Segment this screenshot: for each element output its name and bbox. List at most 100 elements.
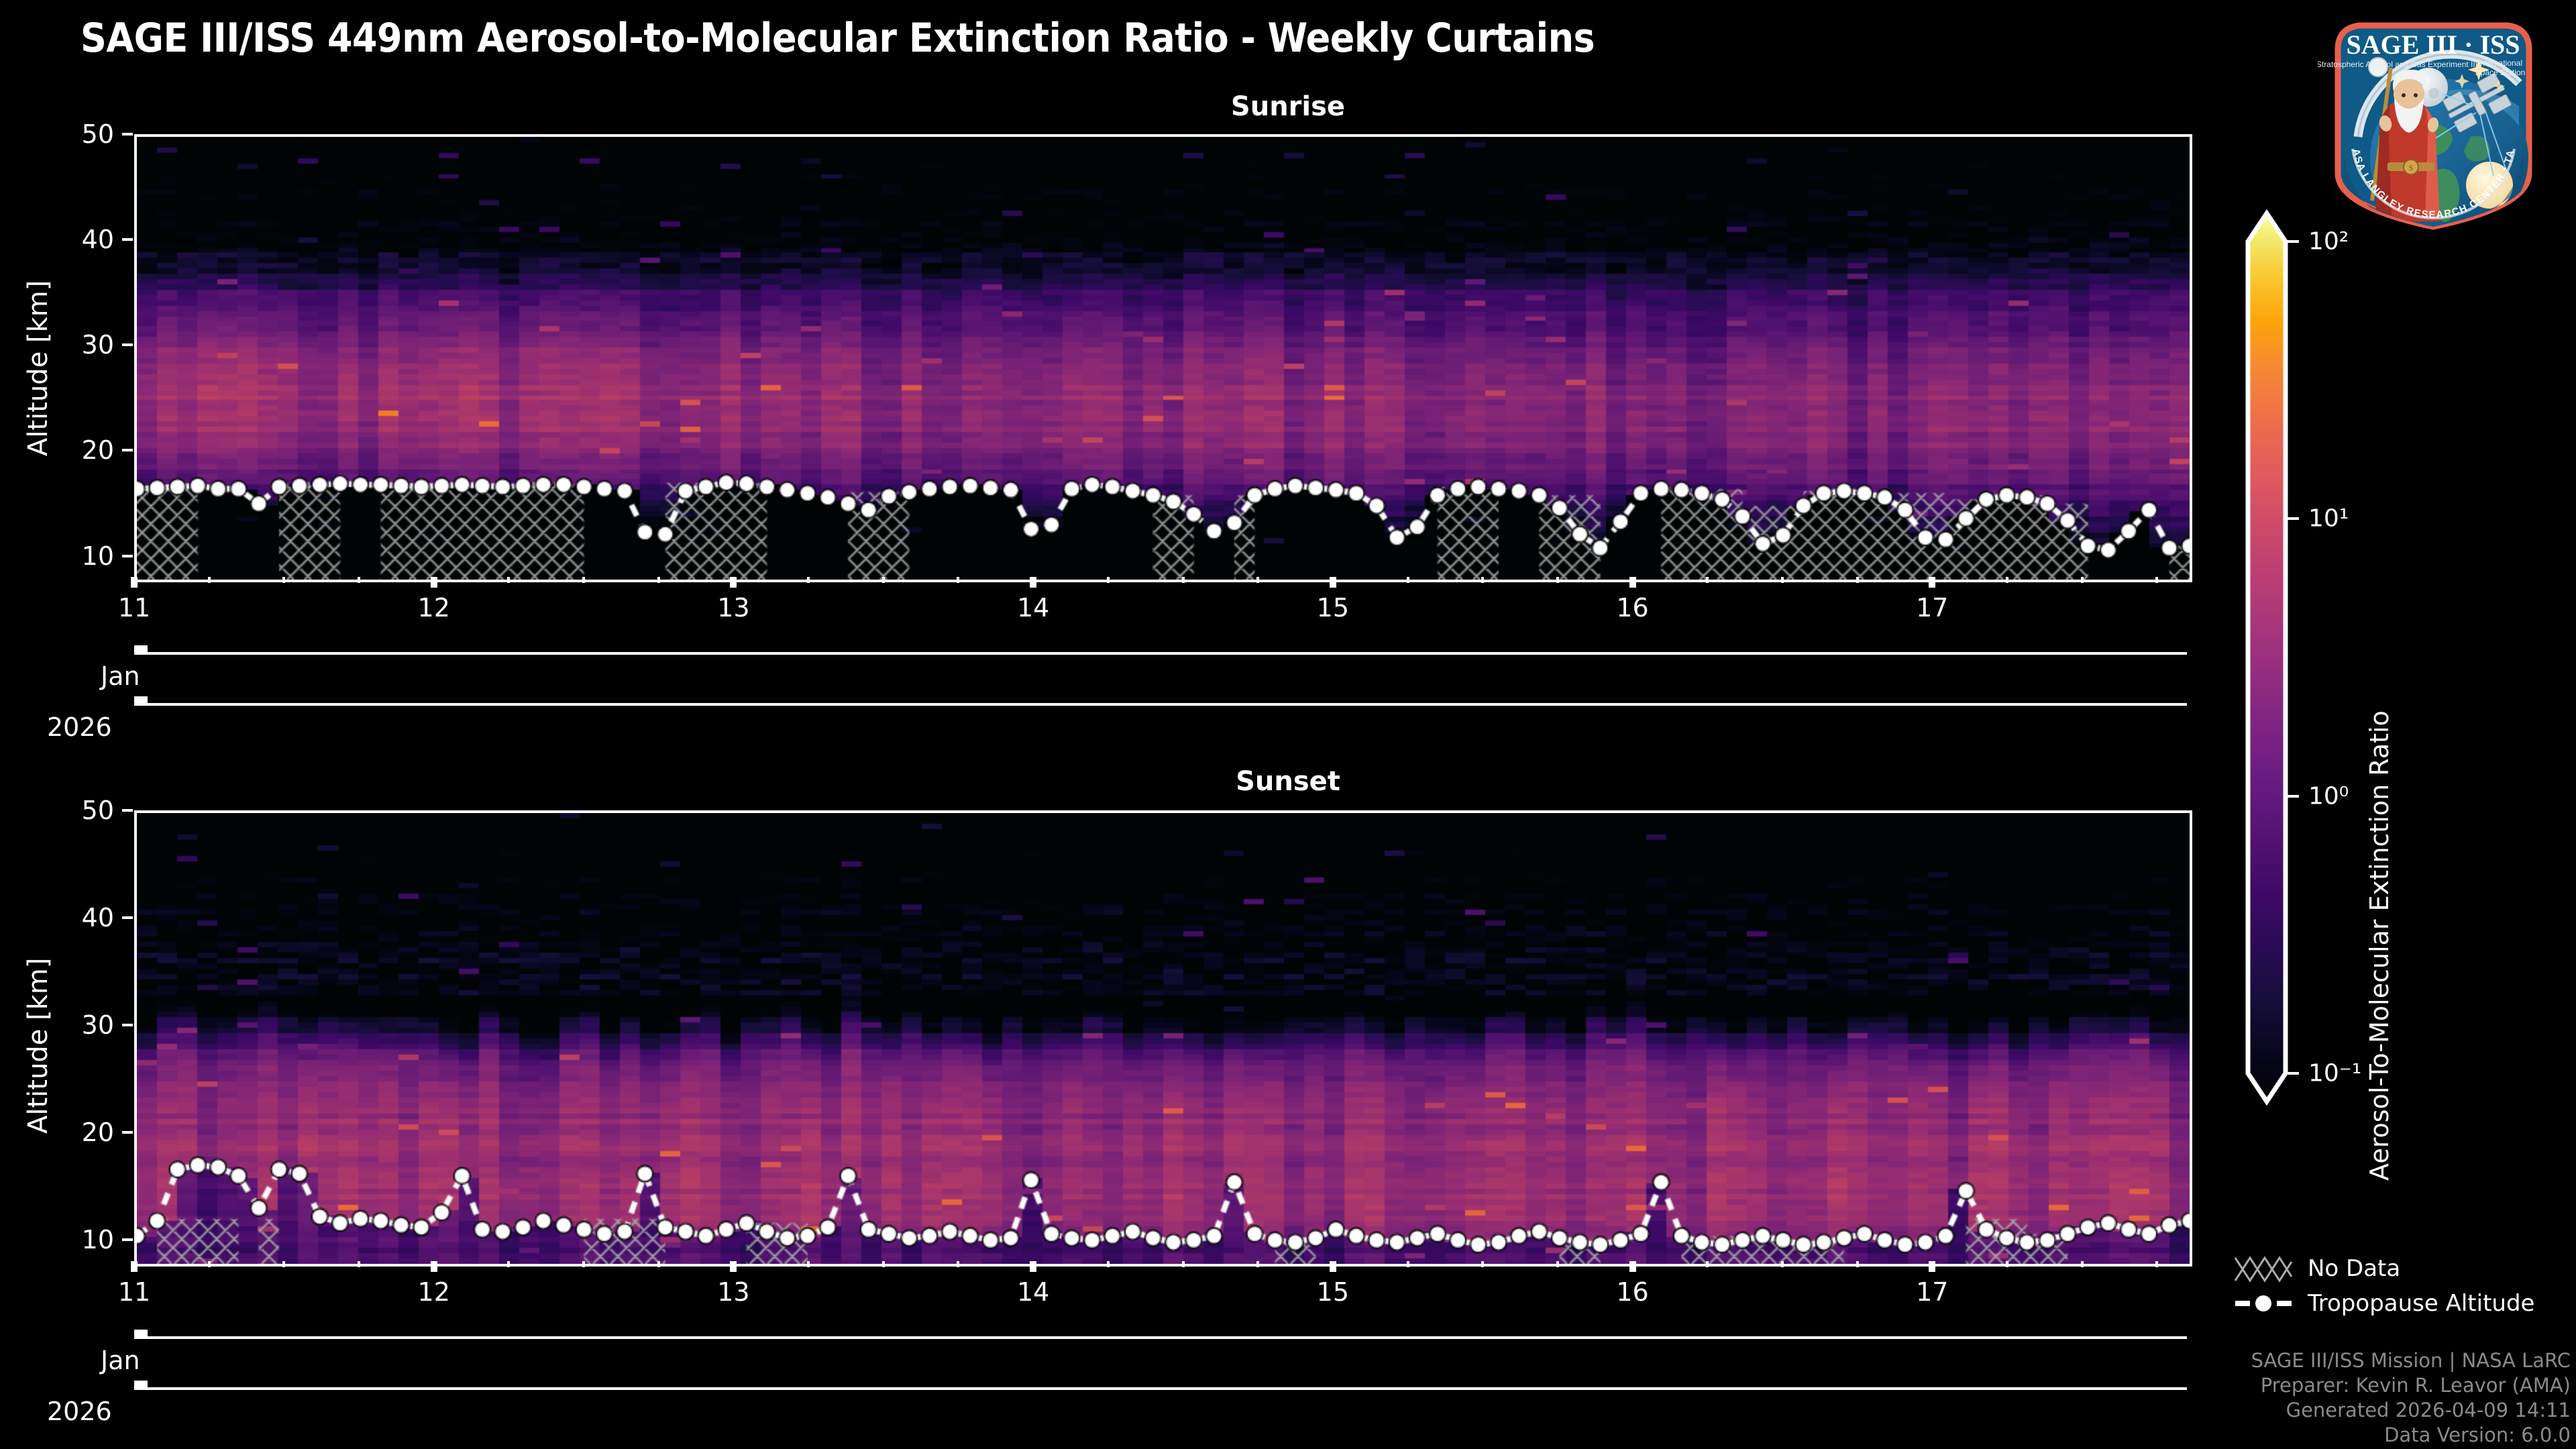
x-major-tick	[1929, 577, 1936, 588]
svg-text:S: S	[2409, 163, 2414, 172]
legend-label-tropopause: Tropopause Altitude	[2308, 1290, 2535, 1317]
x-major-tick	[1030, 1261, 1037, 1272]
y-tick-label: 50	[81, 119, 114, 149]
footer-line-preparer: Preparer: Kevin R. Leavor (AMA)	[2260, 1374, 2571, 1397]
x-tick-label-day: 13	[717, 1277, 750, 1307]
panel-title-sunrise: Sunrise	[1230, 91, 1346, 122]
colorbar-tick-label: 10⁰	[2308, 782, 2349, 810]
y-axis-label-sunset: Altitude [km]	[23, 957, 54, 1134]
page-title: SAGE III/ISS 449nm Aerosol-to-Molecular …	[80, 15, 1595, 62]
x-minor-tick	[1556, 1261, 1559, 1267]
x-minor-tick	[2155, 1261, 2159, 1267]
x-minor-tick	[1406, 577, 1409, 583]
x-tick-label-day: 11	[117, 593, 151, 623]
x-tick-label-day: 13	[717, 593, 750, 623]
date-axis-year-tick	[134, 1381, 148, 1389]
date-axis-year-label: 2026	[47, 1397, 112, 1426]
sage-iii-iss-mission-patch: S BALL • NASA LANGLEY RESEARCH CENTER • …	[2318, 5, 2549, 237]
x-minor-tick	[1181, 1261, 1185, 1267]
x-minor-tick	[1256, 1261, 1260, 1267]
date-axis-year-line	[134, 703, 2187, 706]
x-major-tick	[1929, 1261, 1936, 1272]
colorbar-tick-mark	[2287, 240, 2299, 243]
x-minor-tick	[657, 577, 660, 583]
x-minor-tick	[807, 1261, 810, 1267]
colorbar-tick-label: 10⁻¹	[2308, 1059, 2362, 1087]
x-tick-label-day: 15	[1316, 1277, 1350, 1307]
y-tick-label: 10	[81, 1225, 114, 1254]
x-minor-tick	[1556, 577, 1559, 583]
x-minor-tick	[207, 1261, 211, 1267]
x-minor-tick	[2155, 577, 2159, 583]
y-tick-mark	[122, 1024, 133, 1026]
x-minor-tick	[807, 577, 810, 583]
x-minor-tick	[1406, 1261, 1409, 1267]
date-axis-month-label: Jan	[101, 1346, 140, 1375]
y-tick-mark	[122, 554, 133, 557]
x-minor-tick	[1856, 1261, 1859, 1267]
colorbar-tick-label: 10²	[2308, 227, 2349, 256]
x-major-tick	[1329, 1261, 1336, 1272]
x-minor-tick	[881, 1261, 885, 1267]
x-minor-tick	[1706, 1261, 1709, 1267]
date-axis-year-label: 2026	[47, 712, 112, 742]
patch-subtitle-secondary-1: International	[2478, 58, 2522, 68]
colorbar-tick-mark	[2287, 1072, 2299, 1075]
x-major-tick	[730, 1261, 737, 1272]
y-tick-label: 10	[81, 541, 114, 571]
date-axis-month-tick	[134, 1330, 148, 1338]
x-minor-tick	[2080, 1261, 2084, 1267]
x-major-tick	[430, 1261, 437, 1272]
colorbar-tick-mark	[2287, 517, 2299, 521]
x-major-tick	[1629, 1261, 1636, 1272]
y-tick-mark	[122, 238, 133, 241]
x-minor-tick	[1706, 577, 1709, 583]
y-axis-label-sunrise: Altitude [km]	[23, 280, 54, 456]
patch-subtitle-secondary-2: Space Station	[2475, 68, 2526, 77]
legend-label-no-data: No Data	[2308, 1255, 2401, 1282]
x-minor-tick	[507, 1261, 511, 1267]
date-axis-month-line	[134, 652, 2187, 655]
x-minor-tick	[282, 577, 286, 583]
y-tick-label: 40	[81, 903, 114, 932]
y-tick-mark	[122, 1238, 133, 1241]
x-minor-tick	[1780, 1261, 1784, 1267]
x-minor-tick	[582, 1261, 586, 1267]
x-tick-label-day: 15	[1316, 593, 1350, 623]
x-tick-label-day: 16	[1616, 1277, 1649, 1307]
y-tick-label: 30	[81, 330, 114, 360]
y-tick-mark	[122, 343, 133, 347]
colorbar: 10² 10¹ 10⁰ 10⁻¹	[2244, 161, 2361, 1154]
x-minor-tick	[2080, 577, 2084, 583]
x-major-tick	[430, 577, 437, 588]
x-major-tick	[1329, 577, 1336, 588]
colorbar-gradient	[2245, 209, 2288, 1106]
x-minor-tick	[507, 577, 511, 583]
x-minor-tick	[1256, 577, 1260, 583]
x-minor-tick	[582, 577, 586, 583]
colorbar-tick-mark	[2287, 794, 2299, 798]
x-minor-tick	[1481, 1261, 1485, 1267]
x-minor-tick	[2005, 577, 2008, 583]
x-major-tick	[131, 577, 138, 588]
y-tick-mark	[122, 809, 133, 812]
legend-item-no-data: No Data	[2234, 1251, 2569, 1286]
heatmap-sunset	[134, 810, 2192, 1267]
x-major-tick	[1629, 577, 1636, 588]
x-minor-tick	[957, 1261, 960, 1267]
x-minor-tick	[1106, 1261, 1110, 1267]
x-major-tick	[1030, 577, 1037, 588]
x-major-tick	[131, 1261, 138, 1272]
y-tick-mark	[122, 1131, 133, 1134]
colorbar-tick-label: 10¹	[2308, 504, 2349, 533]
colorbar-label: Aerosol-To-Molecular Extinction Ratio	[2365, 710, 2394, 1181]
date-axis-year-tick	[134, 696, 148, 704]
footer-line-version: Data Version: 6.0.0	[2384, 1424, 2571, 1447]
date-axis-year-line	[134, 1387, 2187, 1390]
dashed-marker-icon	[2234, 1289, 2293, 1318]
panel-title-sunset: Sunset	[1236, 766, 1340, 797]
x-tick-label-day: 17	[1916, 1277, 1949, 1307]
x-minor-tick	[1856, 577, 1859, 583]
date-axis-month-tick	[134, 645, 148, 653]
x-minor-tick	[657, 1261, 660, 1267]
